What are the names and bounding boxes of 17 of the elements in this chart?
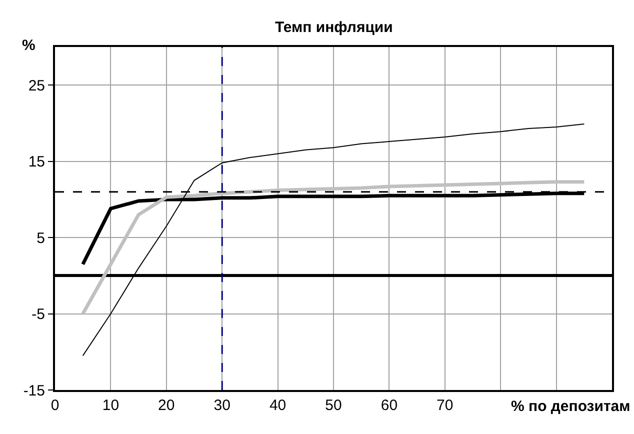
y-tick-label: 25 [28,77,45,94]
y-axis-title: % [22,37,36,54]
y-tick-label: -5 [32,306,45,324]
x-tick-label: 60 [380,396,398,414]
x-tick-label: 40 [269,396,286,414]
y-tick-label: 15 [28,154,45,171]
x-tick-label: 50 [325,396,342,414]
x-tick-label: 70 [436,396,454,414]
x-tick-label: 0 [50,396,60,414]
y-tick-label: 5 [36,230,45,247]
x-tick-label: 30 [214,396,230,414]
line-series [81,180,586,316]
x-tick-label: 20 [158,396,175,414]
x-axis-title: % по депозитам [511,398,630,415]
chart-title: Темп инфляции [275,19,393,36]
y-tick-label: -15 [23,382,45,400]
x-tick-label: 10 [102,396,120,414]
